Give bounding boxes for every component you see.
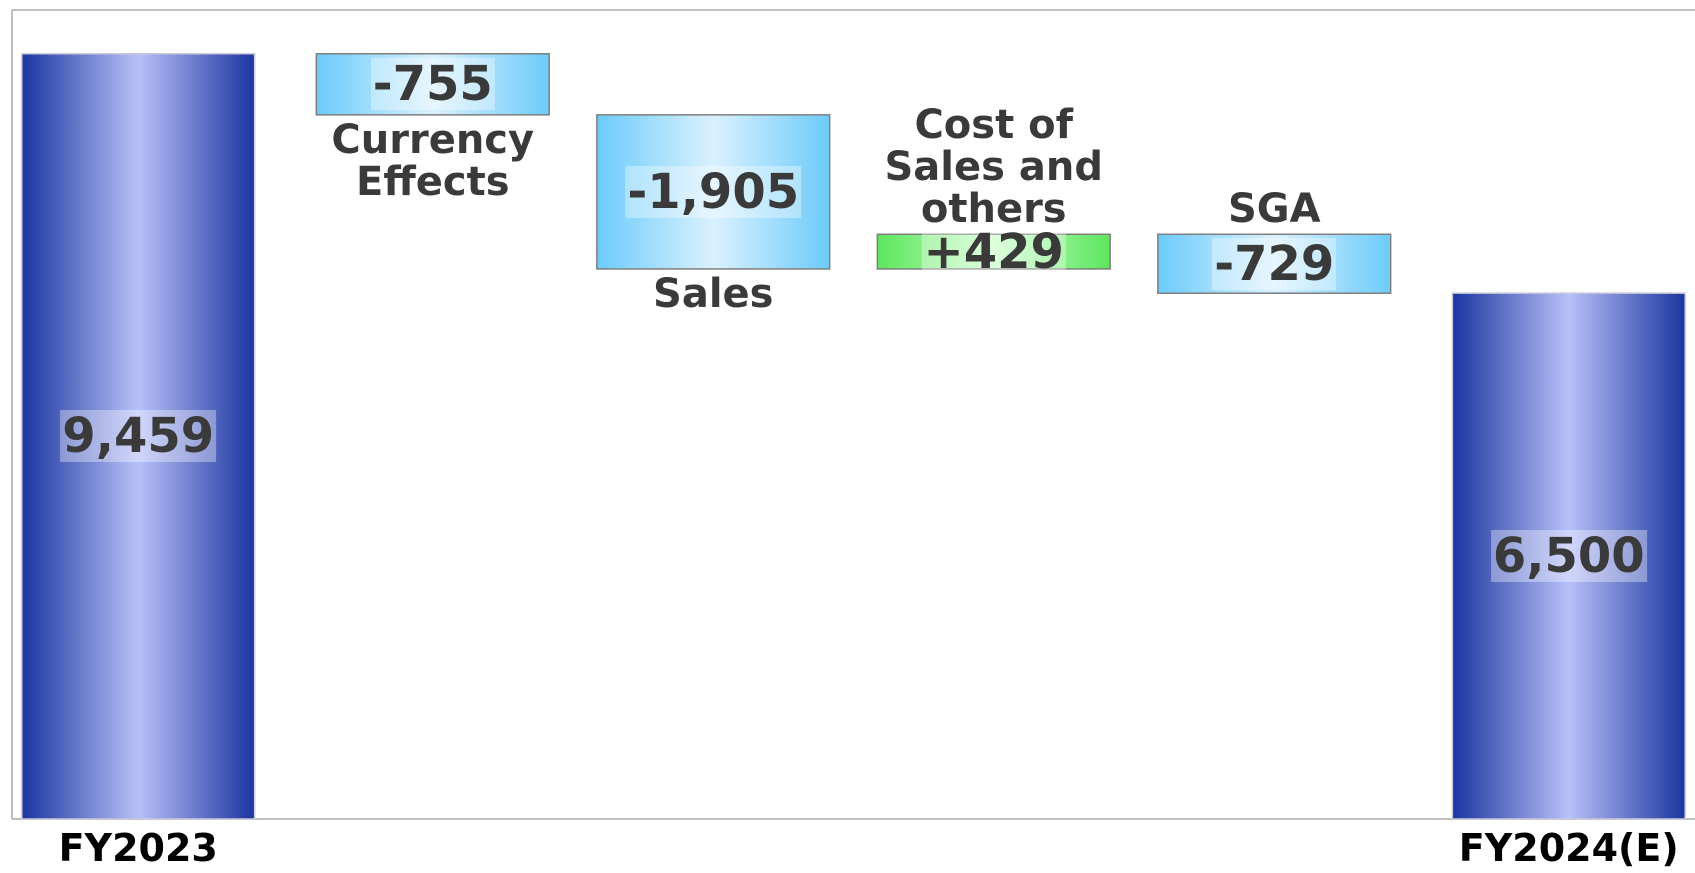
category-label: Sales <box>653 270 774 317</box>
bar <box>21 53 256 820</box>
value-label: +429 <box>921 223 1066 280</box>
bar <box>1157 233 1392 294</box>
value-label: 6,500 <box>1490 528 1647 585</box>
bar <box>1451 292 1686 820</box>
x-tick-label: FY2024(E) <box>1458 826 1679 870</box>
bar <box>876 233 1111 270</box>
category-label: Cost of Sales and others <box>884 102 1103 233</box>
category-label: SGA <box>1227 186 1321 233</box>
bar <box>315 53 550 116</box>
x-tick-label: FY2023 <box>58 826 218 870</box>
value-label: 9,459 <box>60 408 217 465</box>
category-label: Currency Effects <box>331 116 535 205</box>
value-label: -729 <box>1212 235 1337 292</box>
value-label: -755 <box>370 56 495 113</box>
bar <box>596 114 831 270</box>
value-label: -1,905 <box>625 163 802 220</box>
